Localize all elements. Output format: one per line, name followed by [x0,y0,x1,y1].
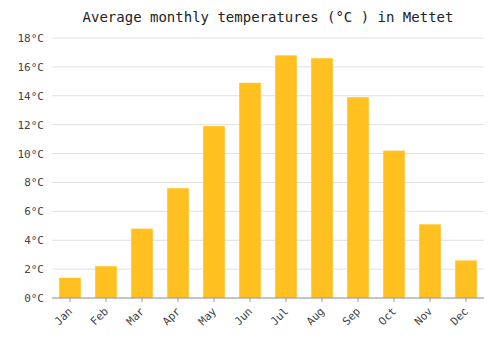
x-tick [466,298,467,302]
bar [347,97,369,298]
x-tick-label: Aug [304,305,327,328]
y-axis: 0°C 2°C 4°C 6°C 8°C 10°C 12°C 14°C 16°C 18°C [18,32,45,305]
x-tick [178,298,179,302]
chart-title: Average monthly temperatures (°C ) in Me… [83,9,454,25]
bar [95,266,117,298]
bar [311,58,333,298]
x-tick-label: Jan [52,305,75,328]
grid-line [52,153,484,154]
x-tick-label: Sep [340,305,363,328]
y-tick-label: 4°C [24,234,44,247]
x-tick [142,298,143,302]
x-tick [286,298,287,302]
y-tick-label: 12°C [18,119,45,132]
x-axis: Jan Feb Mar Apr May Jun Jul Aug Sep Oct Nov Dec [52,298,484,328]
grid-line [52,124,484,125]
bar [239,83,261,298]
x-tick [106,298,107,302]
x-tick [250,298,251,302]
bar [203,126,225,298]
grid-line [52,95,484,96]
bar [275,55,297,298]
bar [455,260,477,298]
grid-line [52,66,484,67]
x-tick-label: Dec [448,305,471,328]
bar [383,151,405,298]
y-tick-label: 0°C [24,292,44,305]
x-axis-line [52,298,484,299]
x-tick-label: Jun [232,305,255,328]
x-tick-label: Feb [88,305,111,328]
grid-line [52,211,484,212]
grid-line [52,182,484,183]
grid-line [52,38,484,39]
y-tick-label: 16°C [18,61,45,74]
y-tick-label: 10°C [18,148,45,161]
bars [59,55,477,298]
x-tick-label: Jul [268,305,291,328]
y-grid [52,38,484,298]
grid-line [52,298,484,299]
bar [419,224,441,298]
y-tick-label: 8°C [24,176,44,189]
chart-container: Average monthly temperatures (°C ) in Me… [0,0,500,350]
x-tick [358,298,359,302]
bar [167,188,189,298]
y-tick-label: 14°C [18,90,45,103]
x-tick [322,298,323,302]
y-tick-label: 2°C [24,263,44,276]
bar [131,229,153,298]
x-tick [394,298,395,302]
x-tick [430,298,431,302]
bar [59,278,81,298]
x-tick-label: Apr [160,305,184,329]
y-tick-label: 18°C [18,32,45,45]
x-tick [70,298,71,302]
x-tick-label: Mar [124,305,148,329]
x-tick-label: Oct [376,305,399,328]
x-tick-label: Nov [412,305,436,329]
x-tick [214,298,215,302]
x-tick-label: May [196,305,220,329]
y-tick-label: 6°C [24,205,44,218]
chart-svg: Average monthly temperatures (°C ) in Me… [0,0,500,350]
